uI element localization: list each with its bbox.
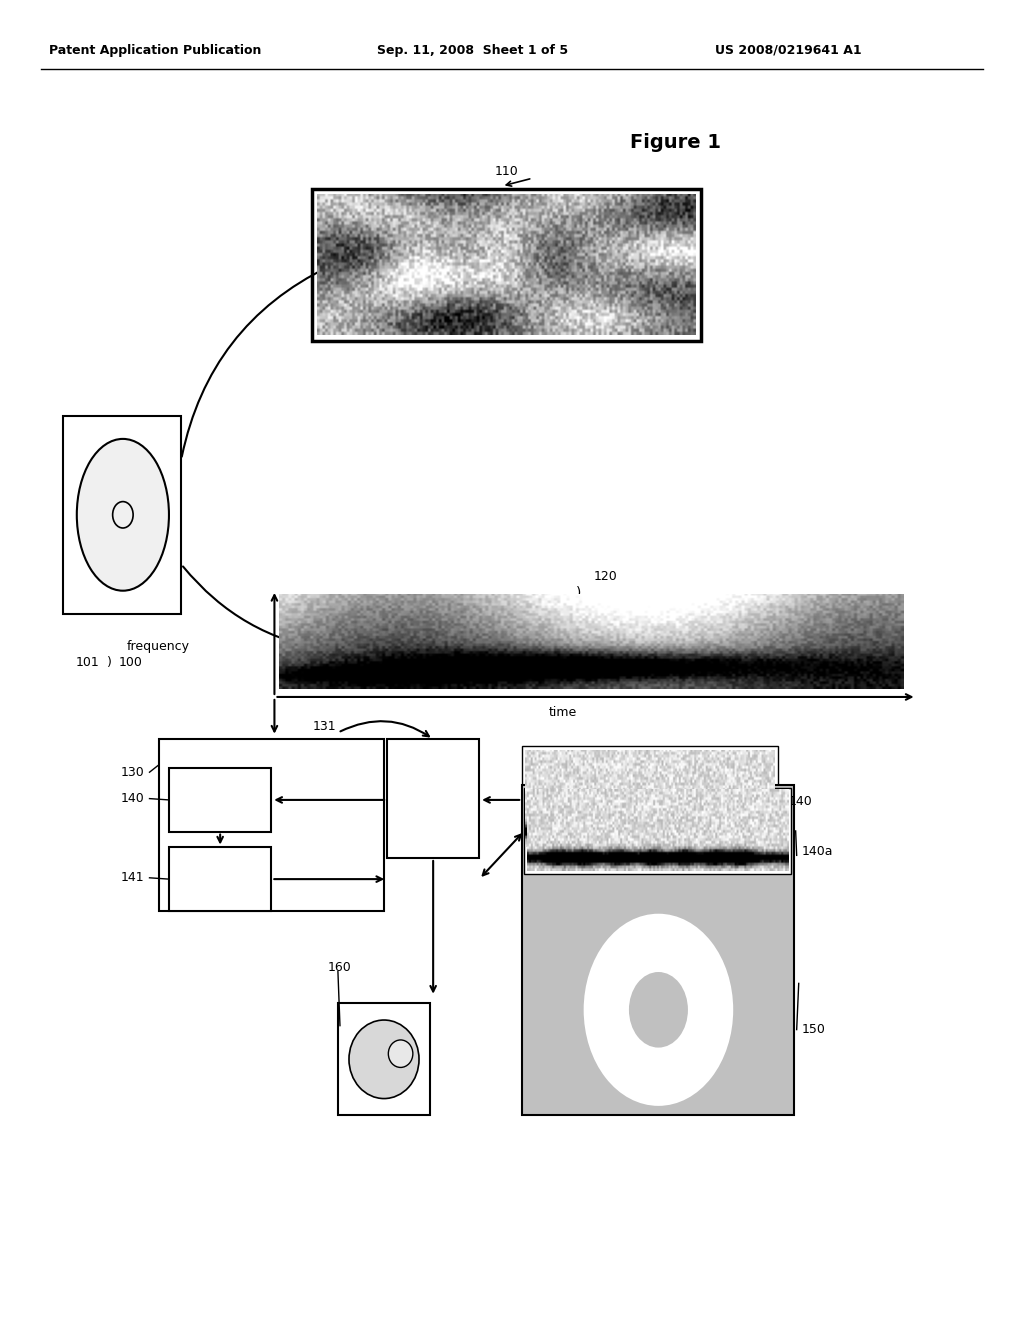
Text: ): ) (106, 656, 112, 669)
Text: ): ) (575, 586, 581, 599)
Bar (169, 847, 271, 911)
Text: time: time (549, 706, 578, 719)
Text: 140: 140 (121, 792, 144, 805)
Bar (169, 768, 271, 832)
Text: frequency: frequency (126, 640, 189, 653)
Bar (522, 746, 778, 851)
Text: 141: 141 (121, 871, 144, 884)
Bar (63, 416, 181, 614)
Text: 100: 100 (119, 656, 142, 669)
Text: 131: 131 (312, 719, 336, 733)
Text: 150: 150 (802, 1023, 825, 1036)
Text: Patent Application Publication: Patent Application Publication (49, 44, 261, 57)
Bar (522, 785, 794, 1115)
Text: 140a: 140a (802, 845, 834, 858)
Text: 140: 140 (788, 795, 812, 808)
Ellipse shape (388, 1040, 413, 1068)
Text: 130: 130 (121, 766, 144, 779)
Bar (524, 788, 791, 874)
Text: 160: 160 (328, 961, 351, 974)
Circle shape (585, 915, 732, 1105)
Bar (387, 739, 479, 858)
Bar (312, 189, 701, 341)
Text: US 2008/0219641 A1: US 2008/0219641 A1 (715, 44, 861, 57)
Text: 101: 101 (76, 656, 99, 669)
Circle shape (630, 973, 687, 1047)
Text: Figure 1: Figure 1 (631, 133, 721, 152)
Bar (159, 739, 384, 911)
Ellipse shape (349, 1020, 419, 1098)
Ellipse shape (77, 438, 169, 591)
Bar (338, 1003, 430, 1115)
Text: 110: 110 (495, 165, 519, 178)
Text: 120: 120 (594, 570, 617, 583)
Text: Sep. 11, 2008  Sheet 1 of 5: Sep. 11, 2008 Sheet 1 of 5 (377, 44, 568, 57)
